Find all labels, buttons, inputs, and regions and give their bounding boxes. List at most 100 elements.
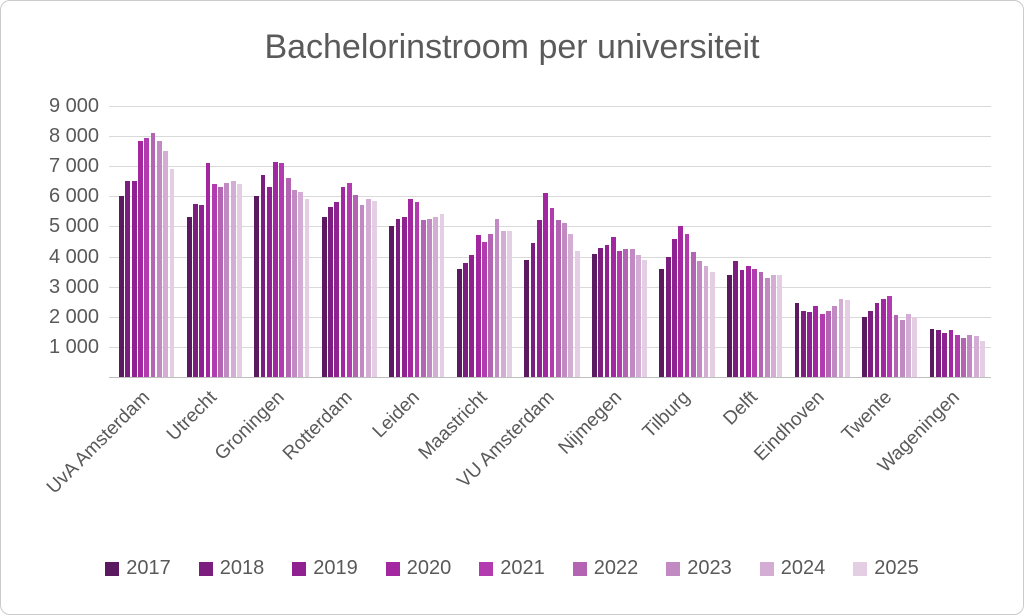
legend-item-label: 2019 [313,557,358,579]
bar-utrecht-2018 [193,203,198,377]
y-axis-tick-label: 7 000 [48,155,99,178]
bar-vu-amsterdam-2017 [524,259,530,377]
bar-group-groningen [248,106,316,377]
bar-delft-2020 [745,265,751,377]
bar-maastricht-2018 [463,262,468,377]
legend-item-label: 2022 [593,557,639,579]
bar-vu-amsterdam-2021 [549,208,555,377]
bar-nijmegen-2022 [623,249,629,377]
bar-wageningen-2023 [967,334,973,377]
legend-swatch [759,561,774,576]
legend-swatch [853,561,868,576]
bar-eindhoven-2025 [844,300,850,377]
bar-maastricht-2017 [456,268,462,377]
bar-nijmegen-2025 [642,259,648,377]
bar-delft-2024 [771,274,776,377]
bar-twente-2017 [862,316,867,377]
bar-tilburg-2017 [659,268,665,377]
bar-vu-amsterdam-2025 [574,250,580,377]
bar-uva-amsterdam-2017 [119,196,124,377]
bar-vu-amsterdam-2024 [568,233,574,377]
bar-rotterdam-2025 [372,200,377,377]
bar-groningen-2017 [254,196,260,377]
bar-groningen-2023 [292,190,297,377]
bar-eindhoven-2022 [826,310,831,377]
bar-eindhoven-2017 [794,303,800,377]
bar-uva-amsterdam-2021 [144,137,150,377]
legend-swatch [385,561,400,576]
bar-wageningen-2024 [973,336,979,377]
bar-uva-amsterdam-2025 [169,169,175,377]
y-axis-tick-label: 6 000 [48,185,99,208]
gridline [109,196,991,198]
bar-wageningen-2025 [980,340,985,377]
bar-utrecht-2025 [237,184,242,377]
bar-tilburg-2023 [697,261,703,377]
bar-delft-2023 [764,277,770,377]
bar-uva-amsterdam-2020 [138,140,143,377]
bar-twente-2024 [906,313,911,377]
bar-utrecht-2023 [224,182,230,377]
y-axis-tick-label: 3 000 [48,275,99,298]
bar-tilburg-2019 [672,238,677,377]
y-axis-tick-label: 9 000 [48,95,99,117]
legend-swatch [292,561,307,576]
bar-rotterdam-2018 [328,206,333,377]
legend-item-label: 2025 [874,557,919,579]
bar-tilburg-2018 [665,256,671,377]
bar-delft-2025 [777,274,783,377]
x-axis-label: Leiden [368,387,424,443]
x-axis-label: Delft [718,387,762,430]
legend-item-2018: 2018 [198,557,264,580]
bar-maastricht-2019 [469,255,475,377]
bar-vu-amsterdam-2022 [555,220,561,377]
bar-leiden-2020 [408,199,413,377]
bar-twente-2018 [868,310,874,377]
bar-tilburg-2021 [684,233,690,377]
bar-leiden-2019 [401,217,407,377]
bar-tilburg-2020 [678,226,684,377]
bar-groningen-2020 [273,161,278,377]
bar-group-leiden [383,106,451,377]
bar-nijmegen-2020 [610,236,616,377]
x-axis-label: UvA Amsterdam [42,387,154,499]
gridline [109,166,991,168]
legend-swatch [198,561,213,576]
bar-rotterdam-2024 [365,199,371,377]
bar-delft-2022 [758,271,764,377]
bar-delft-2019 [739,270,745,377]
x-axis-label: Eindhoven [750,387,829,466]
bar-group-utrecht [181,106,249,377]
bar-rotterdam-2023 [359,205,365,377]
bar-wageningen-2021 [954,334,960,377]
bar-wageningen-2017 [929,328,935,377]
bar-uva-amsterdam-2022 [150,133,156,377]
legend-item-2023: 2023 [666,557,732,580]
legend-item-label: 2023 [687,557,732,579]
bar-leiden-2018 [395,218,401,377]
bar-maastricht-2020 [475,235,481,377]
y-axis-tick-label: 1 000 [48,335,99,358]
x-axis-label: Nijmegen [554,387,627,459]
legend-item-label: 2024 [780,557,826,579]
bar-rotterdam-2022 [353,194,359,377]
bar-leiden-2017 [389,226,395,377]
x-axis-label: Groningen [211,387,289,465]
legend-item-label: 2021 [500,557,545,579]
bar-nijmegen-2024 [636,255,641,377]
bar-group-wageningen [923,106,991,377]
bar-eindhoven-2020 [813,306,819,377]
legend-item-2021: 2021 [479,557,545,580]
bar-utrecht-2020 [205,163,211,377]
bar-nijmegen-2023 [629,249,635,377]
legend-item-label: 2017 [126,557,171,579]
bar-groningen-2024 [298,191,304,377]
x-axis-label: Tilburg [638,387,694,443]
bar-wageningen-2019 [942,333,948,377]
bar-utrecht-2017 [186,217,192,377]
bar-wageningen-2020 [948,330,954,377]
bar-rotterdam-2019 [334,202,340,377]
bar-tilburg-2025 [709,271,715,377]
bar-group-tilburg [653,106,721,377]
